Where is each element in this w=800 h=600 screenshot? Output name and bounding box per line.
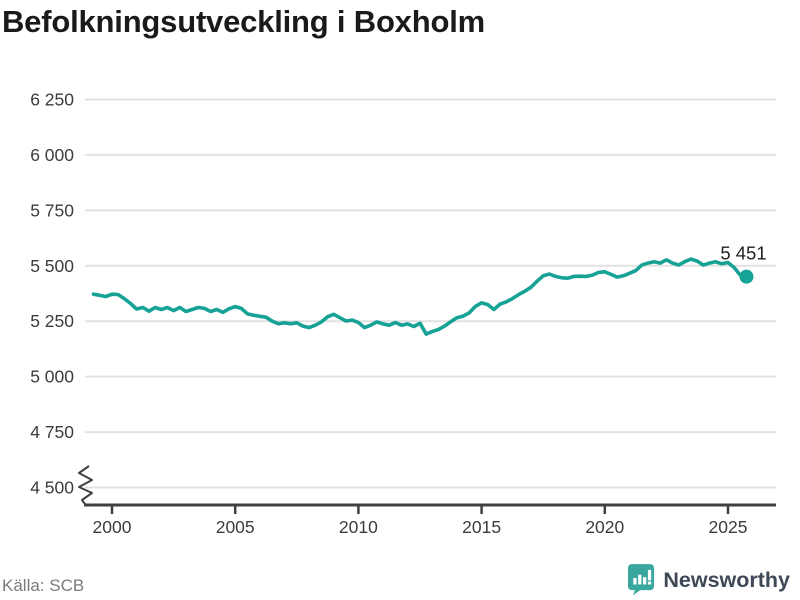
y-axis-tick-label: 5 750 <box>30 200 74 220</box>
newsworthy-brand: Newsworthy <box>628 564 790 596</box>
newsworthy-wordmark: Newsworthy <box>663 567 790 592</box>
y-axis-break-icon <box>78 465 93 505</box>
y-axis-tick-label: 5 000 <box>30 367 74 387</box>
y-axis-tick-label: 4 500 <box>30 478 74 498</box>
population-series-line <box>91 257 749 336</box>
y-axis-tick-label: 5 500 <box>30 256 74 276</box>
y-axis-tick-label: 4 750 <box>30 422 74 442</box>
x-axis-tick-label: 2020 <box>585 517 624 537</box>
newsworthy-logo-icon <box>628 564 655 596</box>
x-axis-tick-label: 2015 <box>462 517 501 537</box>
x-axis-tick-label: 2025 <box>709 517 748 537</box>
y-axis-tick-label: 6 000 <box>30 145 74 165</box>
y-axis-tick-label: 5 250 <box>30 311 74 331</box>
source-note: Källa: SCB <box>2 576 85 595</box>
latest-value-dot <box>739 269 754 284</box>
latest-value-label: 5 451 <box>720 243 766 264</box>
x-axis-tick-label: 2010 <box>339 517 378 537</box>
x-axis-tick-label: 2000 <box>93 517 132 537</box>
y-axis-tick-label: 6 250 <box>30 90 74 110</box>
x-axis-tick-label: 2005 <box>216 517 255 537</box>
chart-title: Befolkningsutveckling i Boxholm <box>2 4 485 39</box>
